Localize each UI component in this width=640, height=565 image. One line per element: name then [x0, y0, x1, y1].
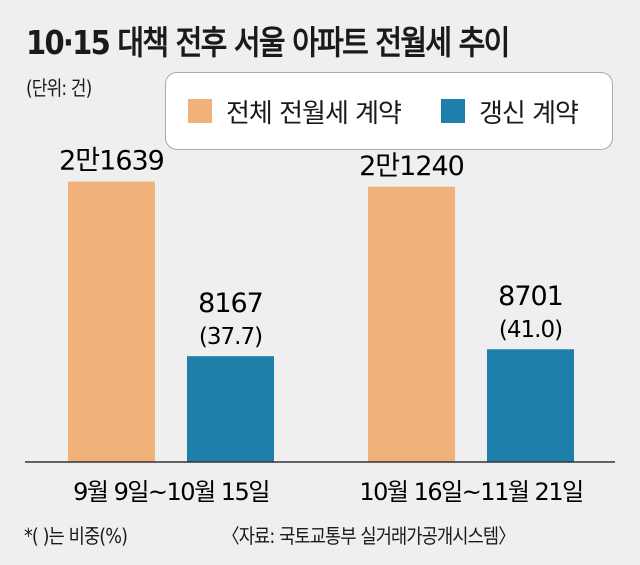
- legend-swatch-renewal: [440, 99, 465, 123]
- note: *( )는 비중(%): [24, 524, 128, 548]
- legend-label-renewal: 갱신 계약: [478, 98, 579, 129]
- data-label: 8701: [498, 281, 563, 312]
- legend-label-total: 전체 전월세 계약: [226, 98, 402, 129]
- share-label: (37.7): [199, 324, 262, 350]
- legend-item-total: 전체 전월세 계약: [188, 93, 402, 130]
- source: 〈자료: 국토교통부 실거래가공개시스템〉: [222, 524, 516, 548]
- bar: [368, 186, 455, 462]
- data-label: 8167: [198, 288, 263, 319]
- unit-label: (단위: 건): [26, 76, 92, 100]
- share-label: (41.0): [499, 317, 562, 343]
- bar: [487, 349, 574, 462]
- bar: [68, 181, 155, 463]
- legend: 전체 전월세 계약 갱신 계약: [165, 72, 613, 150]
- legend-swatch-total: [188, 99, 212, 123]
- bar: [187, 356, 274, 462]
- data-label: 2만1240: [359, 151, 464, 182]
- x-tick-label: 10월 16일~11월 21일: [359, 478, 582, 506]
- legend-item-renewal: 갱신 계약: [440, 93, 579, 130]
- chart-title: 10·15 대책 전후 서울 아파트 전월세 추이: [26, 23, 510, 62]
- data-label: 2만1639: [59, 146, 164, 177]
- x-tick-label: 9월 9일~10월 15일: [73, 478, 269, 506]
